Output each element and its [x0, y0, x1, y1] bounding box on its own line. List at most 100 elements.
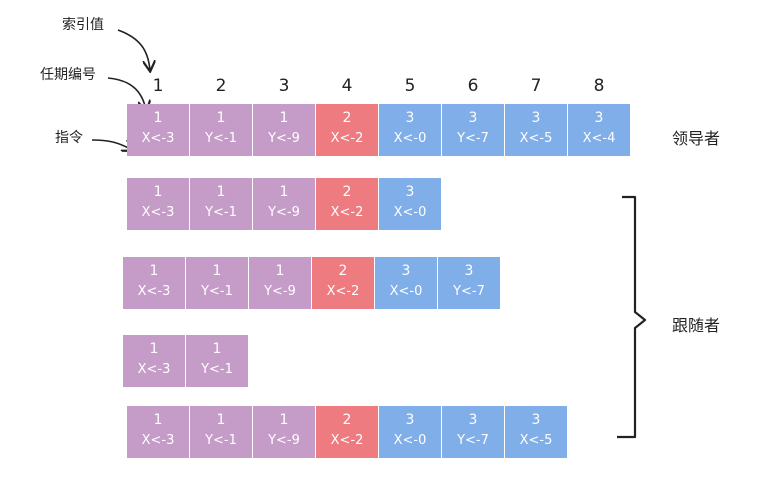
- log-entry: 3 X<-0: [379, 406, 442, 458]
- index-value: 8: [593, 76, 605, 96]
- entry-term: 1: [216, 412, 226, 428]
- entry-command: Y<-1: [205, 433, 237, 448]
- entry-term: 1: [216, 110, 226, 126]
- log-entry: 2 X<-2: [316, 104, 379, 156]
- log-entry: 1 Y<-9: [253, 104, 316, 156]
- log-entry: 1 Y<-1: [190, 178, 253, 230]
- entry-command: X<-3: [141, 433, 175, 448]
- entry-command: X<-5: [519, 433, 553, 448]
- entry-command: Y<-7: [457, 131, 489, 146]
- log-entry: 1 X<-3: [123, 335, 186, 387]
- log-entry: 3 X<-5: [505, 104, 568, 156]
- log-entry: 1 Y<-1: [186, 335, 249, 387]
- entry-term: 1: [153, 184, 163, 200]
- log-entry: 1 X<-3: [123, 257, 186, 309]
- entry-term: 1: [279, 184, 289, 200]
- entry-term: 1: [279, 412, 289, 428]
- entry-command: X<-3: [137, 284, 171, 299]
- entry-term: 3: [468, 110, 478, 126]
- index-value: 5: [404, 76, 416, 96]
- entry-command: X<-2: [326, 284, 360, 299]
- entry-command: X<-3: [141, 131, 175, 146]
- entry-term: 2: [342, 412, 352, 428]
- entry-term: 1: [149, 263, 159, 279]
- entry-term: 2: [342, 110, 352, 126]
- command-arrow: [91, 139, 132, 150]
- entry-command: Y<-9: [268, 433, 300, 448]
- entry-command: Y<-1: [205, 205, 237, 220]
- index-value: 1: [152, 76, 164, 96]
- entry-term: 3: [468, 412, 478, 428]
- log-entry: 1 Y<-1: [186, 257, 249, 309]
- entry-term: 2: [338, 263, 348, 279]
- entry-term: 3: [401, 263, 411, 279]
- log-entry: 3 X<-0: [375, 257, 438, 309]
- entry-command: X<-3: [137, 362, 171, 377]
- log-entry: 3 Y<-7: [438, 257, 501, 309]
- log-entry: 1 X<-3: [127, 104, 190, 156]
- leader-label: 领导者: [672, 129, 721, 148]
- entry-command: X<-4: [582, 131, 616, 146]
- entry-command: Y<-7: [453, 284, 485, 299]
- log-entry: 1 X<-3: [127, 406, 190, 458]
- entry-command: X<-0: [393, 433, 427, 448]
- log-entry: 1 X<-3: [127, 178, 190, 230]
- log-entry: 1 Y<-9: [249, 257, 312, 309]
- follower-label: 跟随者: [672, 316, 721, 335]
- command-annotation: 指令: [55, 130, 83, 146]
- log-entry: 1 Y<-1: [190, 406, 253, 458]
- entry-command: Y<-1: [201, 362, 233, 377]
- entry-term: 3: [405, 412, 415, 428]
- entry-term: 1: [212, 341, 222, 357]
- entry-term: 3: [405, 184, 415, 200]
- log-entry: 1 Y<-1: [190, 104, 253, 156]
- log-entry: 3 X<-0: [379, 178, 442, 230]
- entry-command: X<-2: [330, 131, 364, 146]
- entry-command: X<-0: [389, 284, 423, 299]
- entry-term: 1: [149, 341, 159, 357]
- log-entry: 3 Y<-7: [442, 406, 505, 458]
- index-arrow: [117, 29, 150, 70]
- index-value: 3: [278, 76, 290, 96]
- entry-term: 3: [531, 412, 541, 428]
- entry-term: 2: [342, 184, 352, 200]
- entry-command: Y<-1: [201, 284, 233, 299]
- index-value: 4: [341, 76, 353, 96]
- entry-command: Y<-7: [457, 433, 489, 448]
- entry-command: X<-0: [393, 205, 427, 220]
- entry-command: X<-3: [141, 205, 175, 220]
- log-entry: 1 Y<-9: [253, 406, 316, 458]
- index-value: 6: [467, 76, 479, 96]
- log-entry: 3 X<-4: [568, 104, 631, 156]
- index-annotation: 索引值: [62, 17, 104, 33]
- log-entry: 2 X<-2: [316, 178, 379, 230]
- term-annotation: 任期编号: [40, 67, 96, 83]
- entry-term: 1: [279, 110, 289, 126]
- log-entry: 2 X<-2: [312, 257, 375, 309]
- entry-term: 1: [153, 412, 163, 428]
- log-entry: 3 X<-5: [505, 406, 568, 458]
- entry-command: X<-2: [330, 433, 364, 448]
- entry-command: X<-5: [519, 131, 553, 146]
- entry-term: 3: [594, 110, 604, 126]
- entry-command: X<-0: [393, 131, 427, 146]
- log-entry: 1 Y<-9: [253, 178, 316, 230]
- entry-term: 1: [153, 110, 163, 126]
- entry-command: Y<-9: [268, 205, 300, 220]
- log-entry: 2 X<-2: [316, 406, 379, 458]
- entry-command: Y<-9: [264, 284, 296, 299]
- entry-term: 3: [464, 263, 474, 279]
- entry-command: Y<-9: [268, 131, 300, 146]
- entry-command: Y<-1: [205, 131, 237, 146]
- entry-term: 1: [216, 184, 226, 200]
- entry-term: 1: [212, 263, 222, 279]
- index-value: 7: [530, 76, 542, 96]
- log-entry: 3 Y<-7: [442, 104, 505, 156]
- entry-term: 3: [405, 110, 415, 126]
- entry-term: 1: [275, 263, 285, 279]
- entry-term: 3: [531, 110, 541, 126]
- index-value: 2: [215, 76, 227, 96]
- log-entry: 3 X<-0: [379, 104, 442, 156]
- follower-brace: [617, 195, 647, 439]
